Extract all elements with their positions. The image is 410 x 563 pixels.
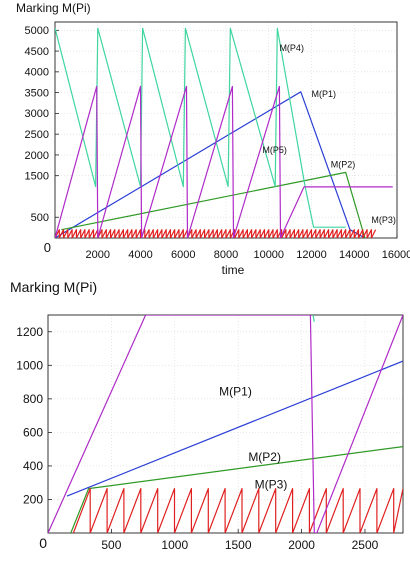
- y-tick-label: 3500: [25, 87, 49, 99]
- x-tick-label: 500: [101, 538, 121, 552]
- series-line-p1: [66, 360, 403, 497]
- y-tick-label: 2500: [25, 129, 49, 141]
- y-tick-label: 4500: [25, 46, 49, 58]
- y-tick-label: 1500: [25, 171, 49, 183]
- y-tick-label: 800: [23, 392, 43, 406]
- series-annotation: M(P3): [371, 215, 396, 225]
- y-tick-label: 4000: [25, 67, 49, 79]
- x-tick-label: 1000: [161, 538, 188, 552]
- series-line-p4: [55, 27, 346, 228]
- y-tick-label: 400: [23, 459, 43, 473]
- series-line-p3: [72, 488, 403, 533]
- series-line-p1: [55, 91, 366, 238]
- x-tick-label: 12000: [296, 249, 327, 261]
- x-tick-label: 2500: [352, 538, 379, 552]
- x-axis-label: time: [222, 263, 245, 277]
- y-tick-label: 5000: [25, 25, 49, 37]
- y-tick-label: 1200: [16, 325, 43, 339]
- series-annotation: M(P2): [248, 450, 281, 464]
- series-line-p5: [48, 315, 403, 533]
- grid: [54, 22, 398, 238]
- bottom-chart: Marking M(Pi) 500 1000 1500 2000 2500 200 400 60…: [10, 279, 404, 552]
- y-tick-label: 200: [23, 493, 43, 507]
- series-annotation: M(P1): [219, 384, 252, 398]
- x-tick-label: 6000: [171, 249, 195, 261]
- series-annotation: M(P4): [279, 43, 304, 53]
- y-tick-label: 2000: [25, 150, 49, 162]
- y-tick-label: 3000: [25, 108, 49, 120]
- series-annotation: M(P5): [262, 145, 287, 155]
- x-tick-label: 10000: [253, 249, 284, 261]
- series-group: [55, 27, 393, 238]
- series-line-p2: [61, 171, 366, 238]
- x-tick-label: 2000: [86, 249, 110, 261]
- x-tick-label: 4000: [128, 249, 152, 261]
- x-tick-label: 2000: [288, 538, 315, 552]
- x-tick-label: 8000: [214, 249, 238, 261]
- y-tick-label: 500: [31, 212, 49, 224]
- chart-title: Marking M(Pi): [16, 1, 91, 15]
- series-line-p4: [312, 315, 315, 322]
- series-annotation: M(P1): [312, 89, 337, 99]
- origin-label: 0: [39, 535, 47, 551]
- x-tick-label: 16000: [382, 249, 410, 261]
- chart-title: Marking M(Pi): [10, 279, 97, 295]
- series-annotation: M(P3): [255, 478, 288, 492]
- series-group: [48, 315, 403, 533]
- series-line-p2: [70, 446, 403, 533]
- series-line-p3: [55, 229, 377, 238]
- series-annotation: M(P2): [331, 159, 356, 169]
- top-chart: Marking M(Pi) 2000 4000 6000 8000 10000 12000 1…: [16, 1, 410, 277]
- x-tick-label: 14000: [339, 249, 370, 261]
- y-tick-label: 600: [23, 426, 43, 440]
- y-tick-label: 1000: [16, 359, 43, 373]
- origin-label: 0: [44, 240, 51, 255]
- x-tick-label: 1500: [225, 538, 252, 552]
